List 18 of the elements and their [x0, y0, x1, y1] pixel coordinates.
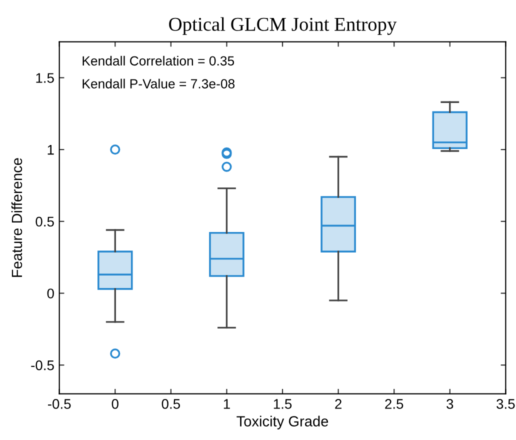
x-tick-label: 1: [224, 399, 230, 409]
x-tick-label: 2.5: [385, 399, 404, 409]
x-tick-label: 3: [446, 399, 454, 409]
annotation: Kendall P-Value = 7.3e-08: [82, 78, 235, 88]
x-axis-title: Toxicity Grade: [236, 416, 328, 430]
y-tick-label: -0.5: [31, 360, 54, 370]
chart-title: Optical GLCM Joint Entropy: [169, 17, 397, 35]
y-tick-label: 0.5: [36, 216, 54, 227]
annotation: Kendall Correlation = 0.35: [82, 56, 234, 66]
x-tick-label: 0.5: [162, 399, 180, 409]
x-tick-label: 0: [112, 399, 118, 409]
y-axis-title: Feature Difference: [11, 158, 22, 277]
x-tick-label: 2: [335, 399, 342, 409]
x-tick-label: 3.5: [496, 399, 515, 409]
y-tick-label: 1: [48, 145, 54, 155]
x-tick-label: 1.5: [274, 399, 292, 409]
y-tick-label: 1.5: [36, 73, 54, 83]
y-tick-label: 0: [47, 288, 54, 298]
